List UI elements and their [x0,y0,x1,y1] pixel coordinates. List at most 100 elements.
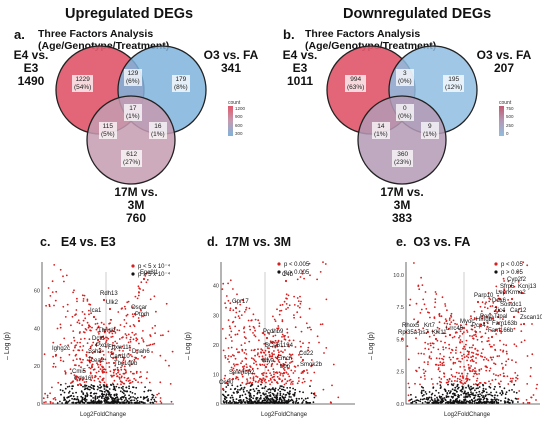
axis-lines [220,262,355,405]
data-point [98,380,101,383]
data-point [505,344,508,347]
region-ab: 129 (6%) [124,69,142,86]
data-point [419,400,422,403]
data-point [486,340,489,343]
data-point [49,401,52,404]
gene-label: Ptprh [135,312,149,318]
data-point [114,326,116,329]
data-point [423,372,425,375]
data-point [279,394,282,397]
data-point [423,394,425,396]
y-tick-label: 40 [213,284,219,290]
data-point [137,285,140,288]
data-point [485,369,488,372]
data-point [131,392,134,394]
data-point [76,341,79,344]
labeled-gene-point [108,307,112,311]
data-point [227,347,230,349]
data-point [256,376,259,378]
data-point [236,392,239,394]
data-point [273,375,275,378]
data-point [260,383,262,386]
data-point [465,386,467,389]
data-point [325,347,328,349]
data-point [276,382,279,385]
data-point [254,354,256,357]
data-point [451,402,453,404]
data-point [510,381,513,383]
data-point [276,392,279,395]
data-point [301,272,304,275]
data-point [484,303,487,305]
data-point [114,332,117,334]
data-point [118,354,121,356]
data-point [101,370,104,373]
data-point [97,377,100,380]
data-point [82,345,85,347]
data-point [461,372,463,375]
data-point [497,399,500,401]
labeled-gene-point [264,365,268,369]
data-point [105,383,108,386]
data-point [319,323,322,326]
data-point [244,342,246,344]
data-point [110,330,112,333]
gene-label: Cdc16 [74,376,92,382]
data-point [479,331,481,333]
data-point [452,392,455,395]
data-point [284,389,286,392]
data-point [235,402,237,404]
data-point [478,402,481,404]
data-point [530,366,532,369]
data-point [113,399,115,402]
data-point [230,346,233,349]
region-abc: 0 (0%) [396,104,414,121]
data-point [293,365,296,368]
data-point [498,383,501,385]
data-point [266,358,269,361]
data-point [137,294,140,297]
data-point [424,401,427,403]
data-point [88,388,91,391]
data-point [470,317,473,320]
data-point [299,302,302,305]
data-point [308,341,310,344]
data-point [292,339,295,342]
data-point [280,401,283,404]
data-point [249,388,252,391]
data-point [134,295,137,298]
data-point [117,311,120,313]
data-point [230,366,233,369]
data-point [135,370,138,373]
data-point [531,323,533,325]
data-point [475,353,478,355]
labeled-gene-point [434,337,438,341]
data-point [64,316,67,318]
data-point [415,399,418,402]
data-point [143,356,145,359]
data-point [227,355,230,357]
data-point [461,332,464,335]
data-point [79,341,81,344]
data-point [84,400,87,403]
data-point [42,397,45,400]
data-point [233,354,235,357]
data-point [62,275,64,278]
labeled-gene-point [90,365,94,369]
data-point [255,396,258,399]
data-point [253,394,255,397]
data-point [517,281,520,283]
data-point [153,295,156,298]
data-point [92,341,95,344]
gene-label: Card10 [110,354,130,360]
gene-label: Ica1 [90,308,102,314]
data-point [437,368,440,371]
data-point [279,390,282,393]
data-point [76,297,78,300]
data-point [274,396,277,399]
data-point [296,278,299,281]
data-point [160,402,163,404]
data-point [437,392,440,394]
data-point [470,324,473,327]
data-point [269,399,272,402]
